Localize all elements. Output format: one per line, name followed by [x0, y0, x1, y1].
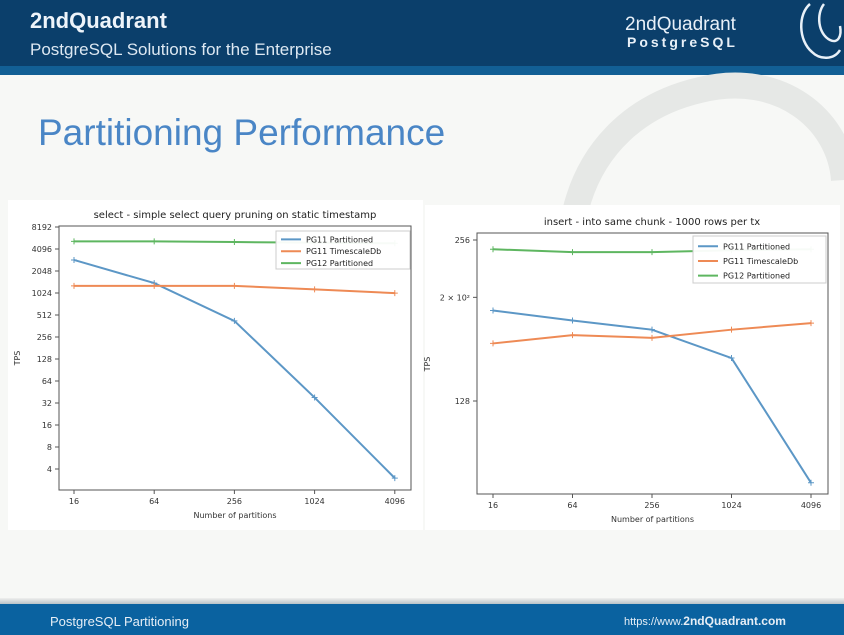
x-tick-label: 16 [488, 501, 498, 510]
x-axis-label: Number of partitions [611, 515, 694, 524]
data-point [569, 317, 576, 324]
header-stripe [0, 66, 844, 75]
url-domain: 2ndQuadrant.com [683, 614, 786, 628]
y-tick-label: 4 [47, 465, 52, 474]
x-tick-label: 64 [567, 501, 577, 510]
brand-tagline: PostgreSQL Solutions for the Enterprise [30, 40, 332, 59]
data-point [311, 286, 318, 293]
y-tick-label: 64 [42, 377, 52, 386]
brand-name: 2ndQuadrant [30, 8, 167, 33]
data-point [490, 307, 496, 314]
data-point [649, 326, 655, 333]
y-tick-label: 16 [42, 421, 52, 430]
data-point [151, 282, 158, 289]
data-point [71, 238, 77, 245]
x-tick-label: 256 [227, 497, 242, 506]
data-point [391, 475, 398, 482]
footer-shadow [0, 598, 844, 604]
data-point [151, 238, 158, 245]
data-point [569, 249, 576, 256]
data-point [231, 282, 238, 289]
y-tick-label: 32 [42, 399, 52, 408]
data-point [311, 394, 318, 401]
data-point [391, 290, 398, 297]
data-point [649, 249, 655, 256]
x-tick-label: 64 [149, 497, 159, 506]
footer-title: PostgreSQL Partitioning [50, 614, 189, 629]
data-point [490, 246, 496, 253]
data-point [649, 334, 655, 341]
y-tick-label: 4096 [32, 245, 52, 254]
y-axis-label: TPS [423, 357, 432, 373]
y-tick-label: 2 × 10² [440, 293, 470, 302]
logo-text: 2ndQuadrant [625, 14, 736, 35]
elephant-icon [800, 3, 842, 59]
y-tick-label: 8 [47, 443, 52, 452]
slide-title: Partitioning Performance [38, 112, 446, 153]
legend-label: PG11 TimescaleDb [306, 247, 381, 256]
slide-footer [0, 604, 844, 635]
x-tick-label: 1024 [721, 501, 741, 510]
data-point [808, 320, 814, 327]
x-tick-label: 4096 [385, 497, 405, 506]
data-point [231, 239, 238, 246]
y-tick-label: 2048 [32, 267, 52, 276]
x-tick-label: 256 [644, 501, 659, 510]
plot-frame [58, 225, 412, 491]
y-tick-label: 256 [37, 333, 52, 342]
legend-label: PG11 TimescaleDb [723, 257, 798, 266]
y-tick-label: 128 [455, 397, 470, 406]
legend-label: PG12 Partitioned [306, 259, 373, 268]
legend-label: PG12 Partitioned [723, 272, 790, 281]
y-tick-label: 512 [37, 311, 52, 320]
logo-subtext: PostgreSQL [627, 34, 738, 50]
url-prefix: https://www. [624, 616, 684, 628]
legend-label: PG11 Partitioned [306, 235, 373, 244]
x-tick-label: 4096 [801, 501, 821, 510]
slide-header [0, 0, 844, 66]
x-tick-label: 16 [69, 497, 79, 506]
data-point [728, 355, 735, 362]
y-tick-label: 1024 [32, 289, 52, 298]
data-point [808, 479, 814, 486]
legend-label: PG11 Partitioned [723, 242, 790, 251]
x-axis-label: Number of partitions [193, 511, 276, 520]
data-point [569, 332, 576, 339]
data-point [728, 326, 735, 333]
data-point [71, 256, 77, 263]
footer-url[interactable]: https://www.2ndQuadrant.com [624, 614, 786, 628]
data-point [231, 317, 238, 324]
data-point [71, 282, 77, 289]
data-point [490, 340, 496, 347]
y-tick-label: 8192 [32, 223, 52, 232]
x-tick-label: 1024 [304, 497, 324, 506]
y-tick-label: 128 [37, 355, 52, 364]
chart-title: select - simple select query pruning on … [94, 210, 377, 221]
chart-title: insert - into same chunk - 1000 rows per… [544, 217, 760, 228]
y-tick-label: 256 [455, 236, 470, 245]
y-axis-label: TPS [13, 351, 22, 367]
